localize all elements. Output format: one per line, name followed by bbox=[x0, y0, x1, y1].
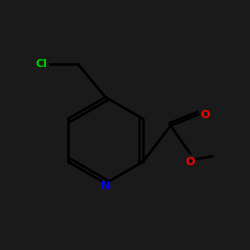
Text: Cl: Cl bbox=[36, 59, 48, 69]
Text: O: O bbox=[186, 157, 195, 167]
Text: N: N bbox=[101, 181, 110, 191]
Text: O: O bbox=[201, 110, 210, 120]
